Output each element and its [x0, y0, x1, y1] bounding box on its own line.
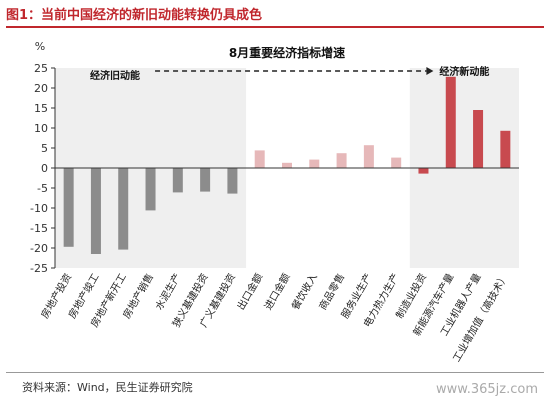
- bar-13: [418, 168, 429, 174]
- bar-15: [473, 110, 484, 168]
- bar-6: [227, 168, 238, 194]
- x-tick-label: 出口金额: [234, 271, 265, 312]
- bar-3: [145, 168, 156, 211]
- bar-0: [63, 168, 74, 247]
- y-tick-label: 10: [34, 122, 48, 135]
- y-tick-label: 25: [34, 62, 48, 75]
- y-tick-label: 5: [41, 142, 48, 155]
- bar-10: [336, 153, 347, 168]
- y-tick-label: 0: [41, 162, 48, 175]
- bar-1: [90, 168, 101, 254]
- x-tick-label: 水泥生产: [152, 271, 183, 312]
- bar-8: [282, 162, 292, 168]
- y-axis-label: %: [35, 40, 45, 53]
- bar-5: [200, 168, 211, 192]
- footer-rule: [6, 372, 544, 373]
- y-tick-label: -15: [30, 222, 48, 235]
- y-tick-label: 20: [34, 82, 48, 95]
- y-tick-label: -10: [30, 202, 48, 215]
- watermark: www.365jz.com: [436, 382, 538, 397]
- title-rule: [6, 26, 544, 28]
- new-driver-label: 经济新动能: [439, 65, 489, 78]
- y-tick-label: 15: [34, 102, 48, 115]
- source-note: 资料来源：Wind，民生证券研究院: [22, 381, 193, 394]
- bar-4: [172, 168, 183, 193]
- bar-11: [363, 145, 374, 168]
- y-tick-label: -20: [30, 242, 48, 255]
- x-tick-label: 进口金额: [261, 271, 292, 312]
- y-tick-label: -25: [30, 262, 48, 275]
- bar-16: [500, 130, 511, 168]
- bar-2: [118, 168, 129, 250]
- figure-title: 图1：当前中国经济的新旧动能转换仍具成色: [6, 8, 263, 23]
- transition-arrow-head: [426, 67, 434, 75]
- y-tick-label: -5: [37, 182, 48, 195]
- old-driver-label: 经济旧动能: [90, 69, 140, 82]
- x-tick-label: 餐饮收入: [289, 271, 320, 312]
- bar-7: [254, 150, 265, 168]
- bar-14: [445, 76, 456, 168]
- bar-9: [309, 159, 320, 168]
- bar-12: [391, 157, 402, 168]
- chart-title: 8月重要经济指标增速: [229, 45, 345, 60]
- x-tick-label: 商品零售: [316, 271, 347, 312]
